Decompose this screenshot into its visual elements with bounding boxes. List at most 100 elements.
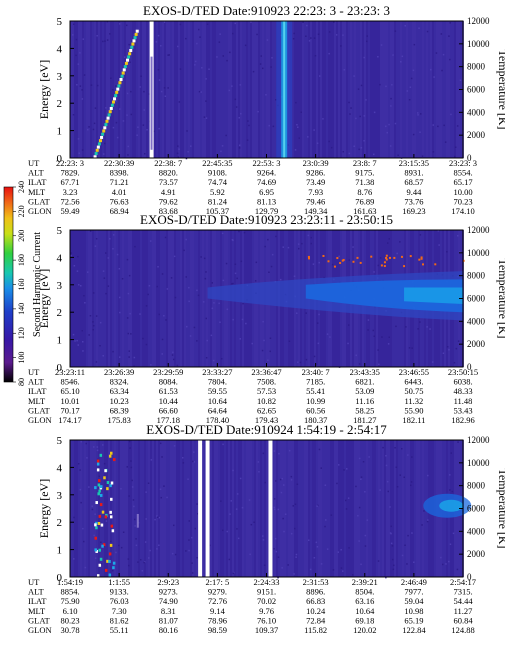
table-cell: 2:24:33 <box>254 577 280 587</box>
table-cell: 75.90 <box>60 596 79 606</box>
table-cell: 76.10 <box>257 615 276 625</box>
table-cell: 6.95 <box>259 187 274 197</box>
colorbar-gradient <box>3 186 14 383</box>
table-cell: 65.10 <box>60 386 79 396</box>
table-cell: 11.48 <box>454 396 473 406</box>
y-tick-label: 1 <box>57 335 63 347</box>
table-cell: 23:46:55 <box>399 367 429 377</box>
table-cell: 60.84 <box>453 615 473 625</box>
y-right-tick-label: 10000 <box>467 39 490 49</box>
table-cell: 7829. <box>60 168 79 178</box>
table-cell: 23:33:27 <box>202 367 232 377</box>
table-cell: 129.79 <box>255 206 278 216</box>
enhanced-region <box>439 499 464 512</box>
table-cell: 23:23:11 <box>55 367 85 377</box>
table-cell: 175.83 <box>107 415 130 425</box>
y-right-tick-label: 2000 <box>467 339 486 349</box>
table-cell: 68.39 <box>110 405 129 415</box>
table-cell: 9264. <box>257 168 276 178</box>
table-cell: 10.64 <box>355 606 375 616</box>
y-tick-label: 4 <box>57 252 63 264</box>
table-cell: 74.69 <box>257 177 276 187</box>
table-cell: 8.31 <box>161 606 176 616</box>
table-cell: 9108. <box>208 168 227 178</box>
table-cell: 2:39:21 <box>352 577 378 587</box>
table-cell: 65.17 <box>453 177 472 187</box>
chart-panel-2: EXOS-D/TED Date:910923 23:23:11 - 23:50:… <box>3 181 505 425</box>
table-cell: 8554. <box>453 168 472 178</box>
table-cell: 179.43 <box>255 415 278 425</box>
chart-title: EXOS-D/TED Date:910924 1:54:19 - 2:54:17 <box>146 422 387 437</box>
y-right-tick-label: 6000 <box>467 85 486 95</box>
table-row-label: ALT <box>28 587 45 597</box>
table-cell: 53.09 <box>355 386 374 396</box>
table-cell: 81.24 <box>208 196 228 206</box>
y-tick-label: 1 <box>57 126 63 138</box>
table-cell: 98.59 <box>208 625 227 635</box>
table-cell: 7508. <box>257 377 276 387</box>
table-cell: 9.14 <box>210 606 226 616</box>
table-cell: 10.82 <box>257 396 276 406</box>
table-cell: 50.75 <box>404 386 423 396</box>
table-cell: 72.56 <box>60 196 79 206</box>
table-cell: 55.11 <box>110 625 129 635</box>
table-cell: 178.40 <box>206 415 229 425</box>
table-cell: 64.64 <box>208 405 228 415</box>
table-cell: 3.23 <box>63 187 78 197</box>
table-cell: 11.27 <box>454 606 473 616</box>
table-cell: 2:31:53 <box>303 577 329 587</box>
table-cell: 53.43 <box>453 405 472 415</box>
table-cell: 8931. <box>404 168 423 178</box>
table-cell: 70.17 <box>60 405 79 415</box>
table-cell: 58.25 <box>355 405 374 415</box>
table-row-label: UT <box>28 367 40 377</box>
table-cell: 11.16 <box>355 396 374 406</box>
table-cell: 8854. <box>60 587 79 597</box>
colorbar: 80 100 120 140 160 180 200 220 240 Second Harmoni… <box>3 181 43 386</box>
table-row-label: ILAT <box>28 596 47 606</box>
orbit-table: UT 23:23:11 23:26:39 23:29:59 23:33:27 23:36:… <box>28 367 478 425</box>
colorbar-tick-label: 240 <box>17 181 26 193</box>
table-cell: 23:15:35 <box>399 158 429 168</box>
y-right-tick-label: 2000 <box>467 130 486 140</box>
table-cell: 23:43:35 <box>350 367 380 377</box>
table-cell: 22:53: 3 <box>252 158 280 168</box>
y-right-axis-label: Temperature [K] <box>496 468 505 548</box>
table-cell: 23:50:15 <box>448 367 478 377</box>
y-right-axis-label: Temperature [K] <box>496 49 505 129</box>
y-tick-label: 3 <box>57 280 63 292</box>
data-gap <box>205 440 210 577</box>
y-tick-label: 5 <box>57 225 63 237</box>
y-right-tick-label: 8000 <box>467 481 486 491</box>
y-tick-label: 5 <box>57 16 63 28</box>
table-row-label: GLAT <box>28 405 51 415</box>
table-cell: 182.96 <box>451 415 474 425</box>
table-cell: 115.82 <box>304 625 327 635</box>
table-cell: 2:54:17 <box>450 577 476 587</box>
chart-title: EXOS-D/TED Date:910923 23:23:11 - 23:50:… <box>140 212 393 227</box>
table-cell: 9279. <box>208 587 227 597</box>
enhanced-region <box>207 254 465 321</box>
orbit-table: UT 22:23: 3 22:30:39 22:38: 7 22:45:35 22:53:… <box>28 158 477 216</box>
table-cell: 66.60 <box>159 405 178 415</box>
table-cell: 76.89 <box>355 196 374 206</box>
table-cell: 59.55 <box>208 386 227 396</box>
table-cell: 57.53 <box>257 386 276 396</box>
table-cell: 72.76 <box>208 596 227 606</box>
table-cell: 4.91 <box>161 187 176 197</box>
table-cell: 73.57 <box>159 177 178 187</box>
table-cell: 22:30:39 <box>104 158 134 168</box>
y-right-tick-label: 12000 <box>467 435 490 445</box>
table-cell: 60.56 <box>306 405 325 415</box>
table-cell: 9151. <box>257 587 276 597</box>
table-cell: 149.34 <box>304 206 328 216</box>
colorbar-tick-label: 140 <box>17 303 26 315</box>
table-row-label: ILAT <box>28 177 47 187</box>
y-right-tick-label: 2000 <box>467 549 486 559</box>
table-cell: 73.76 <box>404 196 423 206</box>
table-row-label: MLT <box>28 396 46 406</box>
table-cell: 8084. <box>159 377 178 387</box>
table-cell: 7804. <box>208 377 227 387</box>
table-cell: 1:54:19 <box>57 577 83 587</box>
